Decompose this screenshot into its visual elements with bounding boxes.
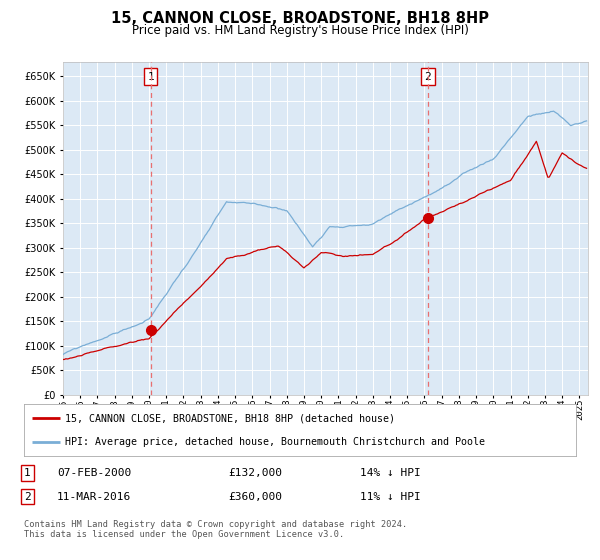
Text: 14% ↓ HPI: 14% ↓ HPI [360,468,421,478]
Text: 11-MAR-2016: 11-MAR-2016 [57,492,131,502]
Text: 11% ↓ HPI: 11% ↓ HPI [360,492,421,502]
Text: 1: 1 [148,72,154,82]
Text: Price paid vs. HM Land Registry's House Price Index (HPI): Price paid vs. HM Land Registry's House … [131,24,469,36]
Text: 07-FEB-2000: 07-FEB-2000 [57,468,131,478]
Text: £132,000: £132,000 [228,468,282,478]
Text: HPI: Average price, detached house, Bournemouth Christchurch and Poole: HPI: Average price, detached house, Bour… [65,437,485,447]
Text: 1: 1 [24,468,31,478]
Text: 15, CANNON CLOSE, BROADSTONE, BH18 8HP: 15, CANNON CLOSE, BROADSTONE, BH18 8HP [111,11,489,26]
Text: 15, CANNON CLOSE, BROADSTONE, BH18 8HP (detached house): 15, CANNON CLOSE, BROADSTONE, BH18 8HP (… [65,413,395,423]
Text: £360,000: £360,000 [228,492,282,502]
Text: 2: 2 [24,492,31,502]
Text: Contains HM Land Registry data © Crown copyright and database right 2024.
This d: Contains HM Land Registry data © Crown c… [24,520,407,539]
Text: 2: 2 [425,72,431,82]
